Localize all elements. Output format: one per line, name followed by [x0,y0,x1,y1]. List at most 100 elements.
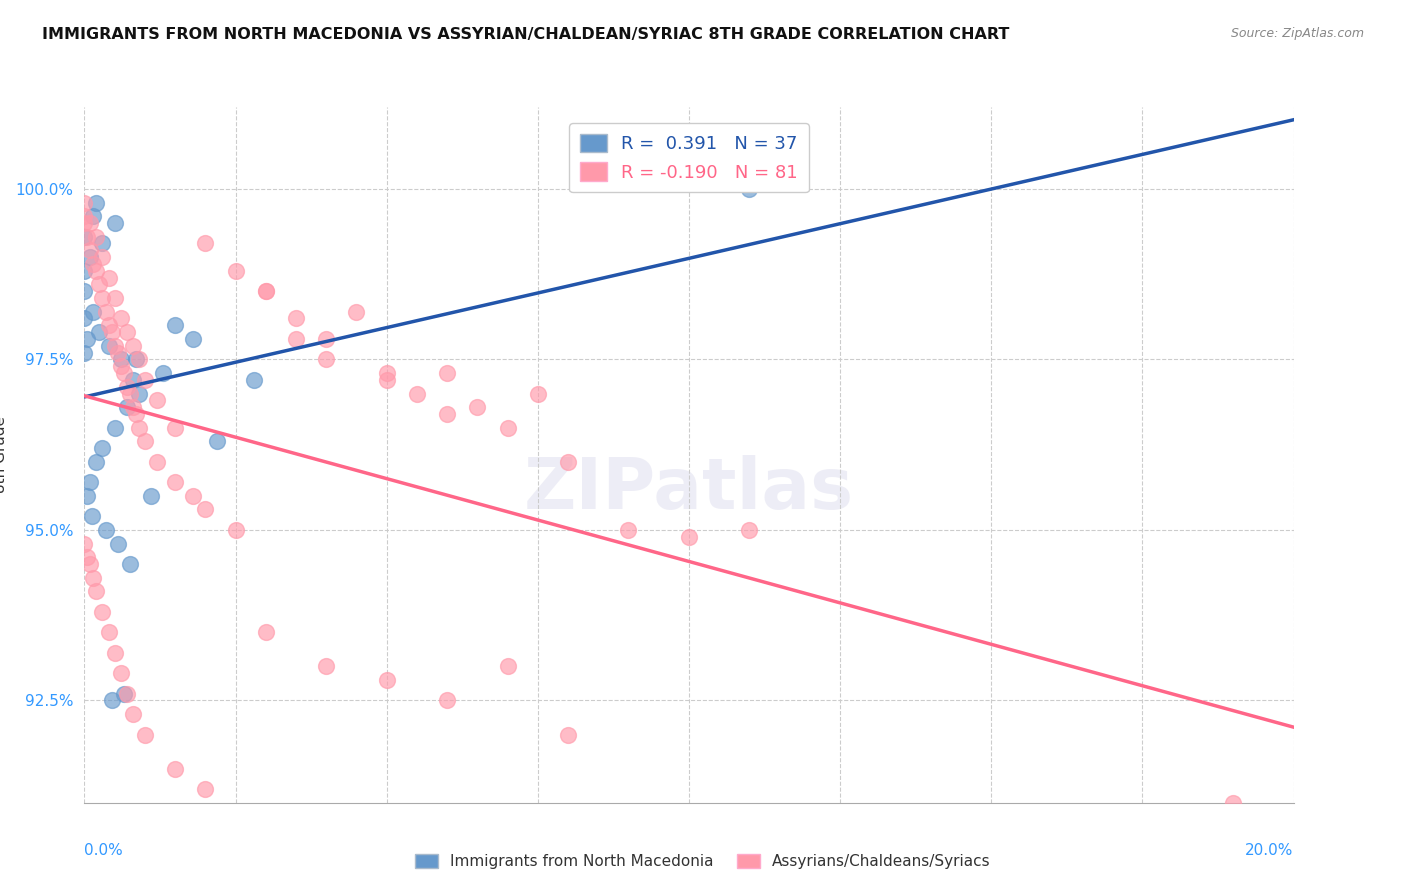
Point [118,386,141,401]
Point [738,523,761,537]
Point [97,339,120,353]
Point [91,291,114,305]
Point [104,646,127,660]
Point [254,284,277,298]
Point [82,209,104,223]
Point [284,332,308,346]
Point [94,304,117,318]
Point [165,762,187,776]
Point [73,345,96,359]
Point [436,366,458,380]
Legend: R =  0.391   N = 37, R = -0.190   N = 81: R = 0.391 N = 37, R = -0.190 N = 81 [569,123,808,193]
Point [115,400,138,414]
Point [110,359,132,374]
Point [1222,796,1244,810]
Point [436,693,458,707]
Point [225,523,247,537]
Point [82,304,104,318]
Point [100,693,122,707]
Point [165,318,187,333]
Point [79,475,101,490]
Point [557,728,579,742]
Point [110,311,132,326]
Point [79,250,101,264]
Point [115,687,138,701]
Point [86,455,108,469]
Point [86,229,108,244]
Point [557,455,579,469]
Point [76,229,98,244]
Text: ZIPatlas: ZIPatlas [524,455,853,524]
Point [86,264,108,278]
Point [73,195,96,210]
Text: 0.0%: 0.0% [84,843,124,858]
Y-axis label: 8th Grade: 8th Grade [0,417,8,493]
Point [76,489,98,503]
Point [315,659,337,673]
Point [107,345,129,359]
Point [134,373,156,387]
Point [152,366,174,380]
Point [91,441,114,455]
Point [139,489,162,503]
Point [315,352,337,367]
Point [242,373,264,387]
Point [82,571,104,585]
Point [181,489,204,503]
Point [375,673,398,687]
Point [125,352,148,367]
Point [254,284,277,298]
Point [225,264,247,278]
Point [121,707,143,722]
Point [110,352,132,367]
Point [118,557,141,571]
Point [496,659,519,673]
Point [194,782,217,797]
Point [73,311,96,326]
Point [110,666,132,681]
Point [97,270,120,285]
Point [94,523,117,537]
Point [617,523,640,537]
Point [79,216,101,230]
Point [73,264,96,278]
Point [128,352,150,367]
Point [254,625,277,640]
Point [284,311,308,326]
Point [79,557,101,571]
Point [73,536,96,550]
Point [115,325,138,339]
Point [86,195,108,210]
Point [104,420,127,434]
Point [97,318,120,333]
Point [375,373,398,387]
Point [91,250,114,264]
Text: IMMIGRANTS FROM NORTH MACEDONIA VS ASSYRIAN/CHALDEAN/SYRIAC 8TH GRADE CORRELATIO: IMMIGRANTS FROM NORTH MACEDONIA VS ASSYR… [42,27,1010,42]
Point [134,728,156,742]
Text: 20.0%: 20.0% [1246,843,1294,858]
Point [128,420,150,434]
Point [165,475,187,490]
Point [146,455,169,469]
Point [121,400,143,414]
Point [73,229,96,244]
Point [76,550,98,565]
Point [79,244,101,258]
Point [76,332,98,346]
Point [146,393,169,408]
Point [89,325,111,339]
Point [678,530,700,544]
Point [100,325,122,339]
Point [107,536,129,550]
Point [406,386,429,401]
Point [86,584,108,599]
Point [104,339,127,353]
Point [73,209,96,223]
Legend: Immigrants from North Macedonia, Assyrians/Chaldeans/Syriacs: Immigrants from North Macedonia, Assyria… [409,848,997,875]
Point [467,400,489,414]
Point [128,386,150,401]
Point [73,284,96,298]
Point [82,257,104,271]
Point [346,304,368,318]
Point [115,380,138,394]
